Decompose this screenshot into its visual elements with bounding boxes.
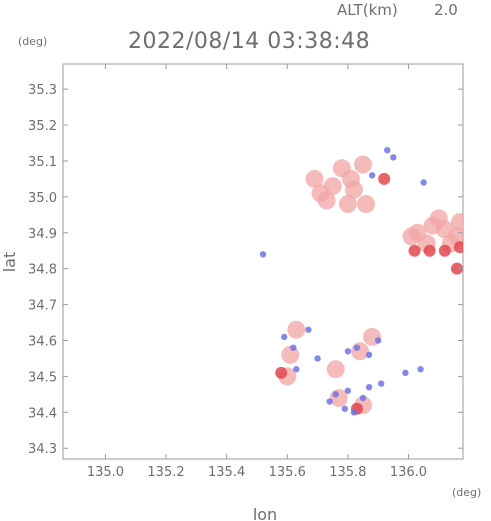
echo-point-receding xyxy=(402,227,421,246)
echo-point-receding xyxy=(344,180,363,199)
echo-point-receding xyxy=(338,195,357,214)
y-tick-label: 34.3 xyxy=(28,442,57,457)
echo-point-strong-receding xyxy=(423,244,436,257)
echo-point-receding xyxy=(311,184,330,203)
echo-point-receding xyxy=(326,360,345,379)
x-axis-label: lon xyxy=(253,505,277,521)
alt-value: 2.0 xyxy=(434,1,458,19)
x-tick-label: 135.2 xyxy=(147,465,184,480)
y-tick-label: 34.4 xyxy=(28,406,57,421)
x-tick-label: 135.4 xyxy=(208,465,245,480)
echo-point-strong-receding xyxy=(438,244,451,257)
echo-point-strong-receding xyxy=(450,262,463,275)
echo-point-approaching xyxy=(365,351,373,359)
echo-point-approaching xyxy=(293,366,300,373)
echo-point-approaching xyxy=(420,179,427,186)
echo-point-strong-receding xyxy=(378,172,391,185)
echo-point-approaching xyxy=(365,383,373,391)
y-tick-label: 35.2 xyxy=(28,119,57,134)
lon-unit: (deg) xyxy=(452,486,481,499)
echo-point-receding xyxy=(429,209,448,228)
x-tick-label: 136.0 xyxy=(390,465,427,480)
y-tick-label: 35.0 xyxy=(28,191,57,206)
echo-point-receding xyxy=(350,342,369,361)
echo-point-approaching xyxy=(374,337,382,344)
y-tick-label: 34.6 xyxy=(28,335,57,350)
y-tick-label: 34.5 xyxy=(28,370,57,385)
echo-point-strong-receding xyxy=(408,244,421,257)
y-axis-label: lat xyxy=(0,252,19,273)
echo-point-approaching xyxy=(332,391,339,398)
echo-point-approaching xyxy=(350,409,358,416)
x-tick-label: 135.0 xyxy=(87,465,124,480)
echo-point-approaching xyxy=(290,344,297,351)
echo-point-receding xyxy=(305,169,324,188)
x-tick-label: 135.8 xyxy=(329,465,366,480)
axis-layer: 135.0 135.2 135.4 135.6 135.8 136.0 34.3 34.4 34… xyxy=(28,64,463,480)
y-tick-label: 35.1 xyxy=(28,155,57,170)
y-tick-label: 35.3 xyxy=(28,83,57,98)
x-tick-label: 135.6 xyxy=(269,465,306,480)
data-layer xyxy=(259,146,463,416)
echo-point-approaching xyxy=(305,326,312,333)
echo-point-approaching xyxy=(390,154,397,161)
y-tick-label: 34.9 xyxy=(28,227,57,242)
echo-point-approaching xyxy=(359,394,367,402)
echo-point-receding xyxy=(354,155,372,174)
y-tick-label: 34.8 xyxy=(28,263,57,278)
echo-point-approaching xyxy=(314,355,321,362)
echo-point-approaching xyxy=(326,398,333,405)
timestamp-title: 2022/08/14 03:38:48 xyxy=(128,29,370,54)
echo-point-approaching xyxy=(402,369,409,377)
plot-frame xyxy=(62,63,464,460)
echo-point-receding xyxy=(287,320,306,339)
echo-point-approaching xyxy=(344,348,352,355)
lat-unit: (deg) xyxy=(18,35,47,48)
echo-point-approaching xyxy=(341,405,349,412)
echo-point-approaching xyxy=(368,172,376,179)
echo-point-strong-receding xyxy=(453,241,463,254)
echo-point-receding xyxy=(450,213,463,231)
echo-point-approaching xyxy=(384,146,391,154)
echo-point-approaching xyxy=(377,380,385,387)
echo-point-approaching xyxy=(417,366,424,373)
echo-point-approaching xyxy=(344,387,352,394)
echo-point-strong-receding xyxy=(275,366,288,379)
echo-point-approaching xyxy=(353,344,361,351)
echo-point-receding xyxy=(357,195,376,214)
y-tick-label: 34.7 xyxy=(28,299,57,314)
echo-point-approaching xyxy=(281,333,288,341)
echo-point-approaching xyxy=(259,251,267,258)
alt-label: ALT(km) xyxy=(337,1,398,19)
